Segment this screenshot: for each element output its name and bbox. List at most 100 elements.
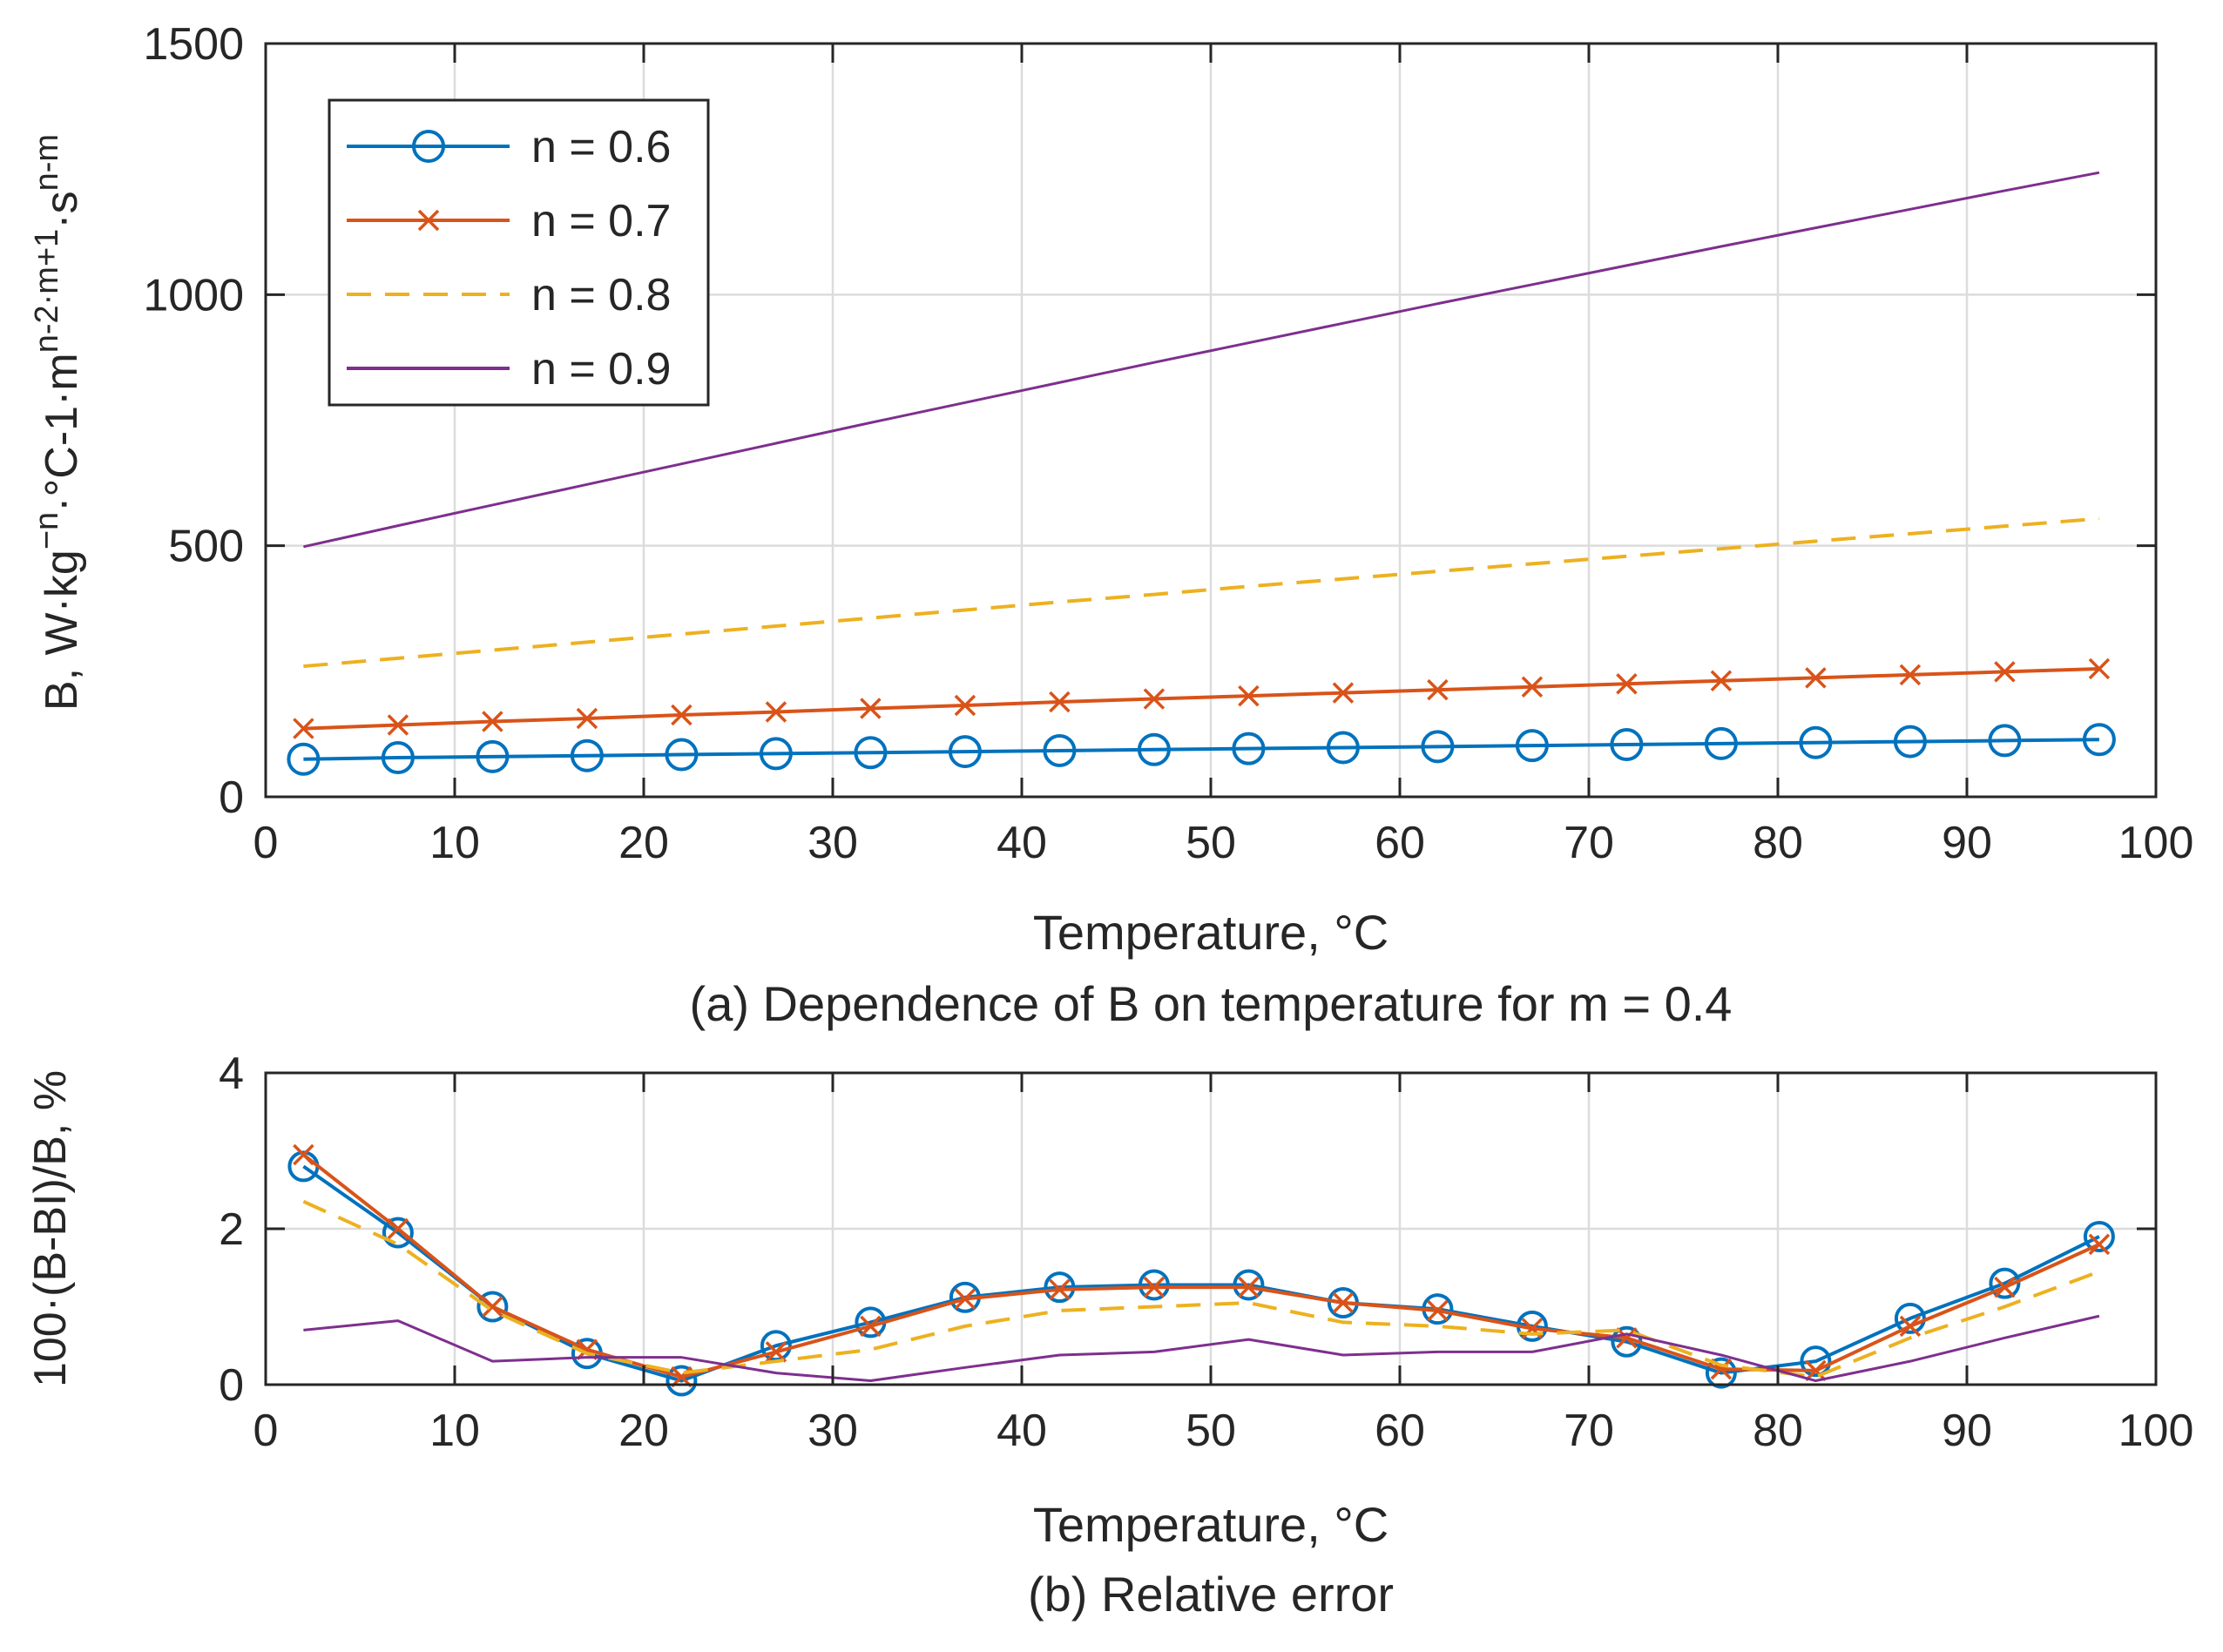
- data-point: [765, 1341, 787, 1363]
- data-point: [1137, 732, 1171, 766]
- series-line: [303, 1314, 2100, 1383]
- data-point: [1616, 1327, 1638, 1349]
- data-point: [2082, 723, 2116, 757]
- x-tick-label: 20: [618, 1406, 669, 1456]
- data-point: [1043, 733, 1077, 767]
- data-point: [860, 698, 882, 719]
- data-point: [1521, 676, 1544, 698]
- data-point: [860, 1315, 882, 1338]
- data-point: [1899, 664, 1922, 686]
- data-point: [293, 1143, 314, 1166]
- x-tick-label: 80: [1753, 818, 1803, 868]
- series-line: [303, 666, 2099, 731]
- x-tick-label: 0: [253, 818, 279, 868]
- data-point: [1049, 1278, 1071, 1301]
- data-point: [1049, 691, 1071, 713]
- data-point: [576, 707, 598, 730]
- data-point: [954, 1288, 976, 1310]
- x-tick-label: 70: [1564, 818, 1614, 868]
- data-point: [1515, 729, 1549, 763]
- data-point: [2083, 1220, 2115, 1252]
- legend-marker: [417, 209, 440, 232]
- x-tick-label: 100: [2118, 1406, 2194, 1456]
- series-09: [303, 1314, 2100, 1383]
- y-tick-label: 1000: [143, 270, 244, 320]
- data-point: [1704, 726, 1738, 760]
- x-tick-label: 30: [807, 818, 858, 868]
- data-point: [1989, 1267, 2021, 1299]
- data-point: [570, 738, 604, 772]
- series-line: [303, 516, 2100, 669]
- data-point: [1233, 1269, 1265, 1301]
- data-point: [1143, 1276, 1166, 1298]
- y-tick-label: 1500: [143, 19, 244, 70]
- series-07: [293, 1143, 2111, 1388]
- data-point: [1421, 730, 1455, 764]
- data-point: [759, 737, 793, 771]
- data-point: [1232, 732, 1266, 765]
- data-point: [1994, 661, 2016, 683]
- data-point: [387, 714, 409, 736]
- y-tick-label: 4: [219, 1049, 244, 1099]
- legend-label: n = 0.9: [531, 344, 671, 394]
- data-point: [1427, 678, 1449, 701]
- y-axis-label-b: 100·(B-BI)/B, %: [25, 1070, 76, 1387]
- data-point: [381, 741, 415, 775]
- data-point: [1044, 1271, 1076, 1304]
- x-tick-label: 30: [807, 1406, 858, 1456]
- data-point: [1894, 1302, 1926, 1334]
- data-point: [666, 1365, 698, 1397]
- data-point: [1799, 725, 1833, 759]
- x-tick-label: 50: [1186, 818, 1236, 868]
- series-b: [287, 1143, 2115, 1397]
- series-09: [303, 171, 2100, 549]
- x-tick-label: 20: [618, 818, 669, 868]
- data-point: [1138, 1269, 1170, 1301]
- data-point: [382, 1217, 414, 1249]
- data-point: [482, 1296, 503, 1318]
- x-tick-label: 40: [997, 818, 1047, 868]
- y-axis-label-a: B, W·kg−n·°C-1·mn-2·m+1·sn-m: [29, 134, 87, 711]
- x-tick-label: 70: [1564, 1406, 1614, 1456]
- data-point: [1988, 724, 2022, 758]
- data-point: [1143, 688, 1166, 710]
- data-point: [671, 704, 693, 726]
- x-tick-label: 80: [1753, 1406, 1803, 1456]
- data-point: [293, 718, 314, 739]
- legend-box: [328, 98, 710, 407]
- y-tick-label: 2: [219, 1204, 244, 1255]
- legend-item: n = 0.6: [347, 122, 671, 172]
- x-tick-label: 0: [253, 1406, 279, 1456]
- data-point: [1705, 1357, 1737, 1389]
- x-tick-label: 40: [997, 1406, 1047, 1456]
- data-point: [765, 701, 787, 723]
- series-line: [302, 1199, 2100, 1379]
- legend-item: n = 0.7: [347, 196, 671, 246]
- legend-label: n = 0.8: [531, 270, 671, 320]
- y-tick-label: 0: [219, 772, 244, 823]
- data-point: [1899, 1315, 1922, 1338]
- data-point: [1893, 725, 1927, 759]
- legend-item: n = 0.8: [347, 270, 671, 320]
- x-tick-label: 100: [2118, 818, 2194, 868]
- data-point: [1238, 684, 1260, 707]
- data-point: [1616, 673, 1638, 695]
- data-point: [482, 711, 503, 732]
- data-point: [954, 694, 976, 717]
- x-tick-label: 90: [1942, 818, 1992, 868]
- series-06: [287, 723, 2116, 776]
- series-08: [302, 1199, 2100, 1379]
- x-tick-label: 50: [1186, 1406, 1236, 1456]
- series-08: [303, 516, 2100, 669]
- data-point: [1805, 667, 1827, 689]
- x-tick-label: 60: [1375, 818, 1425, 868]
- legend-label: n = 0.7: [531, 196, 671, 246]
- caption-a: (a) Dependence of B on temperature for m…: [690, 976, 1733, 1031]
- x-tick-label: 90: [1942, 1406, 1992, 1456]
- data-point: [665, 738, 699, 772]
- data-point: [1427, 1299, 1449, 1322]
- data-point: [854, 736, 888, 770]
